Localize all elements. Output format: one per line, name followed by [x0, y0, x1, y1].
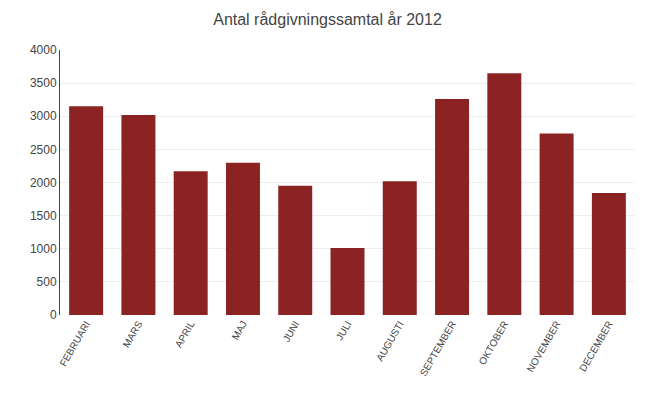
- svg-text:1500: 1500: [30, 209, 57, 223]
- svg-text:DECEMBER: DECEMBER: [577, 319, 615, 374]
- svg-text:JULI: JULI: [334, 319, 354, 342]
- svg-text:FEBRUARI: FEBRUARI: [57, 319, 92, 368]
- svg-text:2000: 2000: [30, 176, 57, 190]
- svg-text:0: 0: [50, 308, 57, 322]
- svg-text:NOVEMBER: NOVEMBER: [525, 319, 563, 374]
- svg-text:MAJ: MAJ: [229, 319, 249, 342]
- svg-text:AUGUSTI: AUGUSTI: [374, 319, 406, 363]
- svg-text:2500: 2500: [30, 143, 57, 157]
- svg-text:3500: 3500: [30, 76, 57, 90]
- svg-text:SEPTEMBER: SEPTEMBER: [418, 319, 458, 378]
- svg-text:3000: 3000: [30, 109, 57, 123]
- svg-text:MARS: MARS: [120, 319, 144, 350]
- svg-text:JUNI: JUNI: [281, 319, 302, 344]
- svg-text:OKTOBER: OKTOBER: [476, 319, 510, 367]
- svg-text:Antal rådgivningssamtal år 201: Antal rådgivningssamtal år 2012: [213, 11, 442, 28]
- svg-text:4000: 4000: [30, 43, 57, 57]
- svg-text:500: 500: [37, 275, 57, 289]
- svg-text:1000: 1000: [30, 242, 57, 256]
- svg-text:APRIL: APRIL: [173, 319, 197, 350]
